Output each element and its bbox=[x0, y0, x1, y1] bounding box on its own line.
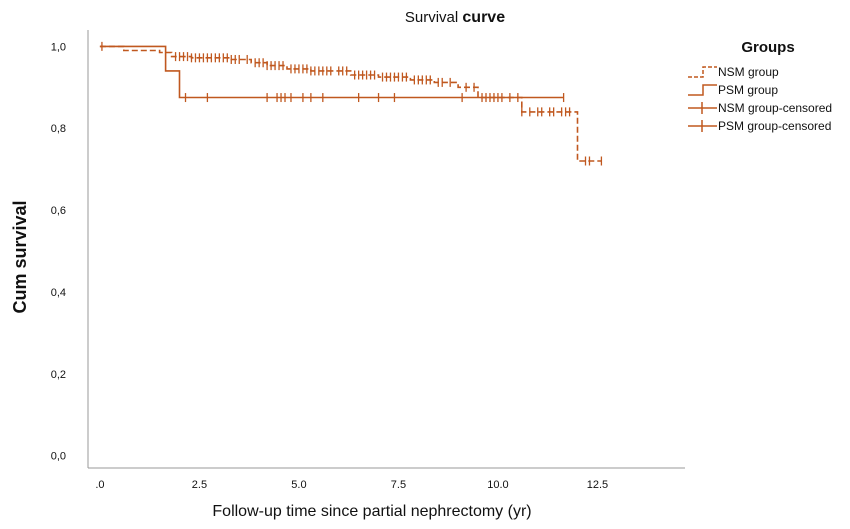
y-tick-label: 0,8 bbox=[51, 123, 66, 135]
legend-psm-line-icon bbox=[688, 84, 717, 96]
plot-area bbox=[99, 41, 603, 166]
x-axis-label: Follow-up time since partial nephrectomy… bbox=[212, 503, 531, 520]
x-tick-label: 2.5 bbox=[192, 479, 207, 491]
x-tick-label: 12.5 bbox=[587, 479, 608, 491]
legend-title: Groups bbox=[741, 39, 794, 56]
y-tick-label: 0,2 bbox=[51, 369, 66, 381]
x-tick-label: 7.5 bbox=[391, 479, 406, 491]
y-tick-label: 0,0 bbox=[51, 451, 66, 463]
chart-title-part2: curve bbox=[462, 9, 505, 26]
x-tick-label: 5.0 bbox=[291, 479, 306, 491]
psm-survival-line bbox=[99, 45, 564, 99]
legend-entry: PSM group-censored bbox=[688, 119, 831, 133]
chart-title-part1: Survival bbox=[405, 9, 463, 26]
legend-nsm-line-icon bbox=[688, 66, 717, 78]
y-tick-label: 0,4 bbox=[51, 287, 66, 299]
legend: NSM group PSM group NSM group-censored PSM … bbox=[688, 65, 832, 133]
y-tick-label: 0,6 bbox=[51, 205, 66, 217]
legend-entry: NSM group bbox=[688, 65, 779, 79]
nsm-survival-line bbox=[99, 45, 602, 162]
legend-label: NSM group bbox=[718, 65, 779, 79]
axes: .0 2.5 5.0 7.5 10.0 12.5 0,0 0,2 0,4 0,6 0,8 1,0 bbox=[51, 30, 685, 491]
legend-entry: NSM group-censored bbox=[688, 101, 832, 115]
legend-label: PSM group bbox=[718, 83, 778, 97]
legend-label: PSM group-censored bbox=[718, 119, 831, 133]
x-tick-label: .0 bbox=[95, 479, 104, 491]
chart-title: Survival curve bbox=[405, 9, 505, 26]
x-tick-label: 10.0 bbox=[487, 479, 508, 491]
legend-label: NSM group-censored bbox=[718, 101, 832, 115]
legend-entry: PSM group bbox=[688, 83, 778, 97]
y-tick-label: 1,0 bbox=[51, 41, 66, 53]
y-axis-label: Cum survival bbox=[10, 200, 30, 313]
